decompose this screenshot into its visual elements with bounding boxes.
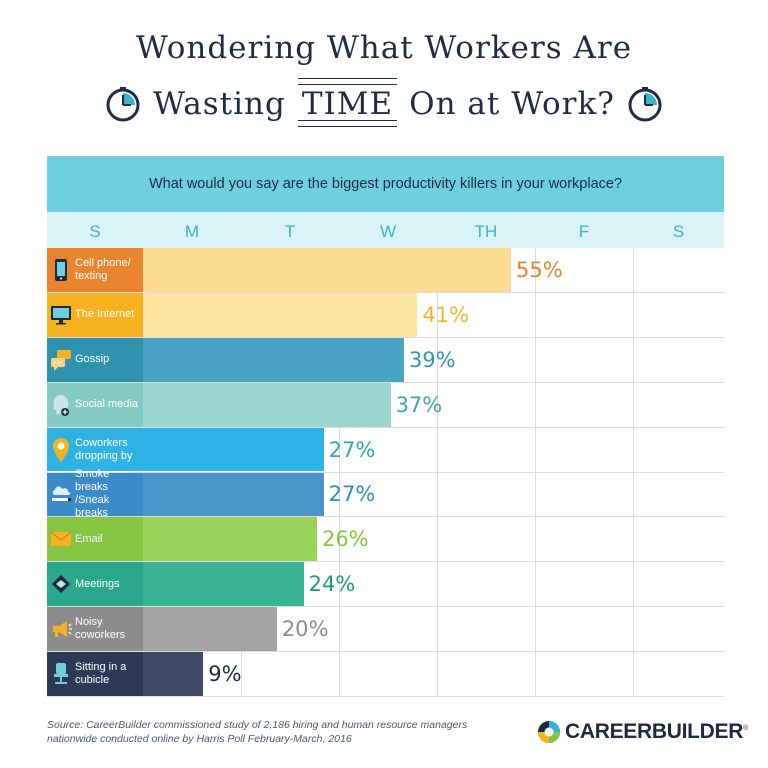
value-label: 41% bbox=[422, 302, 469, 327]
bar bbox=[143, 292, 418, 337]
gridline-horizontal bbox=[47, 291, 724, 293]
category-label-cell: Smoke breaks /Sneak breaks bbox=[47, 468, 143, 519]
value-label: 55% bbox=[516, 257, 563, 282]
bar-row: Cell phone/ texting 55% bbox=[47, 248, 724, 292]
category-label-cell: Coworkers dropping by bbox=[47, 427, 143, 472]
envelope-icon bbox=[50, 525, 72, 553]
category-label: Meetings bbox=[75, 577, 120, 590]
phone-icon bbox=[50, 256, 72, 284]
chat-bubbles-icon bbox=[50, 346, 72, 374]
weekday-label: M bbox=[184, 222, 200, 241]
title-line-2: Wasting TIME On at Work? bbox=[0, 78, 768, 127]
bar-row: Smoke breaks /Sneak breaks 27% bbox=[47, 468, 724, 519]
cloud-icon bbox=[50, 480, 72, 508]
title-line-1: Wondering What Workers Are bbox=[135, 30, 633, 66]
source-note: Source: CareerBuilder commissioned study… bbox=[47, 719, 468, 745]
bar bbox=[143, 652, 204, 696]
handshake-icon bbox=[50, 570, 72, 598]
value-label: 37% bbox=[395, 392, 443, 417]
category-label: Noisy coworkers bbox=[75, 616, 126, 642]
question-text: What would you say are the biggest produ… bbox=[148, 176, 623, 192]
clock-icon bbox=[106, 87, 140, 122]
weekday-label: TH bbox=[474, 222, 498, 241]
bar bbox=[143, 517, 317, 562]
value-label: 26% bbox=[321, 527, 369, 552]
category-label: Email bbox=[75, 532, 103, 545]
bar-row: Gossip 39% bbox=[47, 337, 724, 382]
category-label-cell: Gossip bbox=[47, 337, 143, 382]
bar-row: Email 26% bbox=[47, 517, 724, 562]
category-label-cell: Social media bbox=[47, 382, 143, 427]
value-label: 27% bbox=[328, 437, 376, 462]
clock-icon bbox=[628, 87, 662, 122]
category-label: Sitting in a cubicle bbox=[75, 661, 127, 687]
value-label: 24% bbox=[308, 572, 356, 597]
gridline-vertical bbox=[633, 248, 634, 697]
gridline-horizontal bbox=[47, 651, 724, 653]
category-label: Gossip bbox=[75, 353, 110, 366]
value-label: 39% bbox=[408, 347, 456, 372]
title-time-emphasis: TIME bbox=[297, 78, 398, 127]
category-label: Social media bbox=[75, 398, 138, 411]
weekday-header: S M T W TH F S bbox=[47, 212, 724, 248]
gridline-vertical bbox=[339, 248, 340, 697]
category-label-cell: Sitting in a cubicle bbox=[47, 652, 143, 696]
bar bbox=[143, 607, 277, 652]
title-wasting: Wasting bbox=[153, 86, 286, 122]
category-label: Cell phone/ texting bbox=[75, 256, 131, 282]
bar-row: The Internet 41% bbox=[47, 292, 724, 337]
question-banner: What would you say are the biggest produ… bbox=[47, 156, 724, 212]
monitor-icon bbox=[50, 301, 72, 329]
office-chair-icon bbox=[50, 660, 72, 688]
gridline-vertical bbox=[535, 248, 536, 697]
gridline-horizontal bbox=[47, 381, 724, 383]
megaphone-icon bbox=[50, 615, 72, 643]
category-label-cell: The Internet bbox=[47, 292, 143, 337]
title-on-at-work: On at Work? bbox=[409, 86, 615, 122]
gridline-horizontal bbox=[47, 336, 724, 338]
weekday-label: T bbox=[284, 222, 296, 241]
weekday-label: F bbox=[578, 222, 590, 241]
bar bbox=[143, 562, 304, 607]
category-label-cell: Email bbox=[47, 517, 143, 562]
bar-row: Social media 37% bbox=[47, 382, 724, 427]
gridline-horizontal bbox=[47, 426, 724, 428]
gridline-horizontal bbox=[47, 561, 724, 563]
bar-row: Noisy coworkers 20% bbox=[47, 607, 724, 652]
brand-name: CAREERBUILDER® bbox=[565, 720, 748, 743]
bar bbox=[143, 382, 391, 427]
bar-row: Sitting in a cubicle 9% bbox=[47, 652, 724, 696]
category-label: Smoke breaks /Sneak breaks bbox=[75, 468, 110, 520]
value-label: 9% bbox=[208, 662, 242, 687]
category-label: The Internet bbox=[75, 308, 135, 321]
bar bbox=[143, 248, 511, 292]
bar-row: Coworkers dropping by 27% bbox=[47, 427, 724, 472]
careerbuilder-logo: CAREERBUILDER® bbox=[537, 720, 748, 744]
category-label-cell: Noisy coworkers bbox=[47, 607, 143, 652]
weekday-label: W bbox=[379, 222, 397, 241]
category-label-cell: Meetings bbox=[47, 562, 143, 607]
person-head-icon bbox=[50, 391, 72, 419]
bar-chart: Cell phone/ texting 55% The Internet 41% Gos… bbox=[47, 248, 724, 697]
gridline-horizontal bbox=[47, 471, 724, 473]
gridline-horizontal bbox=[47, 606, 724, 608]
gridline-horizontal bbox=[47, 516, 724, 518]
bar-row: Meetings 24% bbox=[47, 562, 724, 607]
value-label: 27% bbox=[328, 482, 376, 507]
bar bbox=[143, 427, 324, 472]
map-pin-icon bbox=[50, 436, 72, 464]
gridline-horizontal bbox=[47, 696, 724, 697]
bar bbox=[143, 472, 324, 517]
category-label: Coworkers dropping by bbox=[75, 436, 133, 462]
careerbuilder-logo-icon bbox=[538, 721, 560, 743]
category-label-cell: Cell phone/ texting bbox=[47, 248, 143, 292]
bar bbox=[143, 337, 404, 382]
weekday-label: S bbox=[89, 222, 101, 241]
value-label: 20% bbox=[281, 617, 329, 642]
gridline-vertical bbox=[437, 248, 438, 697]
weekday-label: S bbox=[672, 222, 685, 241]
